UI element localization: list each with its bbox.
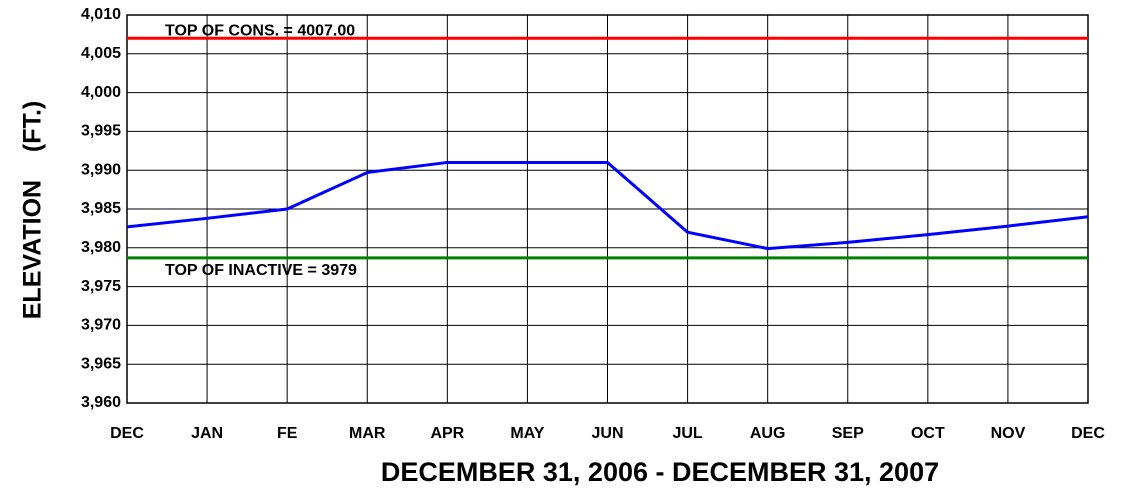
x-tick-label: APR (430, 425, 464, 442)
y-tick-label: 4,010 (81, 6, 121, 23)
x-tick-label: JUN (591, 425, 623, 442)
x-tick-label: DEC (1071, 425, 1105, 442)
plot-border (126, 14, 1089, 404)
y-tick-label: 3,990 (81, 161, 121, 178)
reference-label: TOP OF CONS. = 4007.00 (165, 22, 355, 39)
y-tick-label: 3,975 (81, 278, 121, 295)
y-tick-label: 3,970 (81, 317, 121, 334)
x-tick-label: SEP (832, 425, 864, 442)
x-tick-label: MAY (510, 425, 544, 442)
data-line (126, 160, 1089, 251)
y-tick-label: 3,980 (81, 239, 121, 256)
reference-label: TOP OF INACTIVE = 3979 (165, 262, 357, 279)
y-tick-label: 4,005 (81, 45, 121, 62)
y-tick-label: 3,985 (81, 200, 121, 217)
y-axis-title: ELEVATION (FT.) (19, 101, 47, 320)
x-tick-label: OCT (911, 425, 945, 442)
x-axis-title: DECEMBER 31, 2006 - DECEMBER 31, 2007 (381, 457, 939, 487)
x-tick-label: NOV (991, 425, 1026, 442)
x-tick-label: FE (277, 425, 298, 442)
y-tick-label: 3,960 (81, 394, 121, 411)
x-tick-label: JUL (672, 425, 702, 442)
y-tick-label: 4,000 (81, 84, 121, 101)
y-tick-label: 3,965 (81, 355, 121, 372)
x-tick-label: DEC (110, 425, 144, 442)
x-tick-label: MAR (349, 425, 386, 442)
y-tick-label: 3,995 (81, 123, 121, 140)
x-tick-label: JAN (191, 425, 223, 442)
x-tick-label: AUG (750, 425, 786, 442)
